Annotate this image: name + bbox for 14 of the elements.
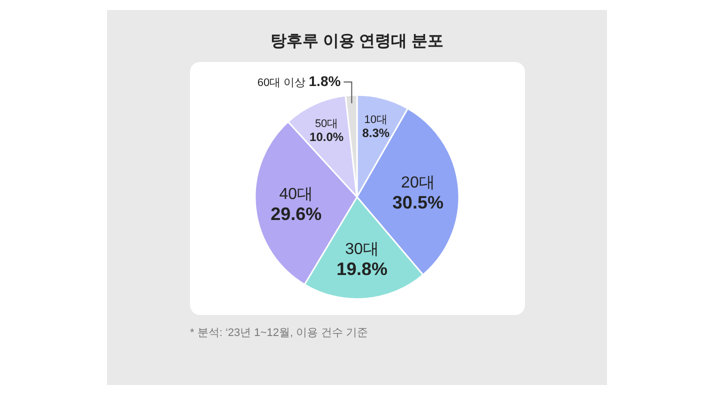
data-label: 19.8% <box>336 258 388 279</box>
slice-label: 60대 이상 <box>257 77 306 89</box>
slice-label: 30대 <box>345 240 379 258</box>
data-label: 30.5% <box>392 192 444 212</box>
data-label: 10.0% <box>310 130 344 144</box>
slice-label: 50대 <box>314 118 338 130</box>
slice-label: 20대 <box>401 174 435 192</box>
data-label: 1.8% <box>308 73 342 89</box>
data-label: 8.3% <box>362 126 390 140</box>
chart-title: 탕후루 이용 연령대 분포 <box>270 33 444 50</box>
slice-label: 10대 <box>364 114 388 126</box>
data-label: 29.6% <box>270 204 322 224</box>
text: * 분석: ‘23년 1~12월, 이용 건수 기준 <box>190 327 368 339</box>
slice-label: 40대 <box>279 186 314 204</box>
